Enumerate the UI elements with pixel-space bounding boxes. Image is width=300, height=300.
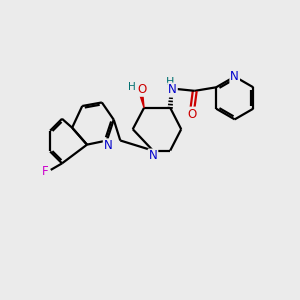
Text: O: O — [137, 83, 147, 96]
Text: N: N — [104, 139, 112, 152]
Text: N: N — [230, 70, 239, 83]
Text: H: H — [166, 77, 174, 87]
Text: H: H — [128, 82, 136, 92]
Text: O: O — [188, 107, 197, 121]
Text: N: N — [148, 149, 157, 162]
Text: F: F — [42, 165, 49, 178]
Polygon shape — [139, 90, 144, 108]
Text: N: N — [168, 83, 177, 97]
